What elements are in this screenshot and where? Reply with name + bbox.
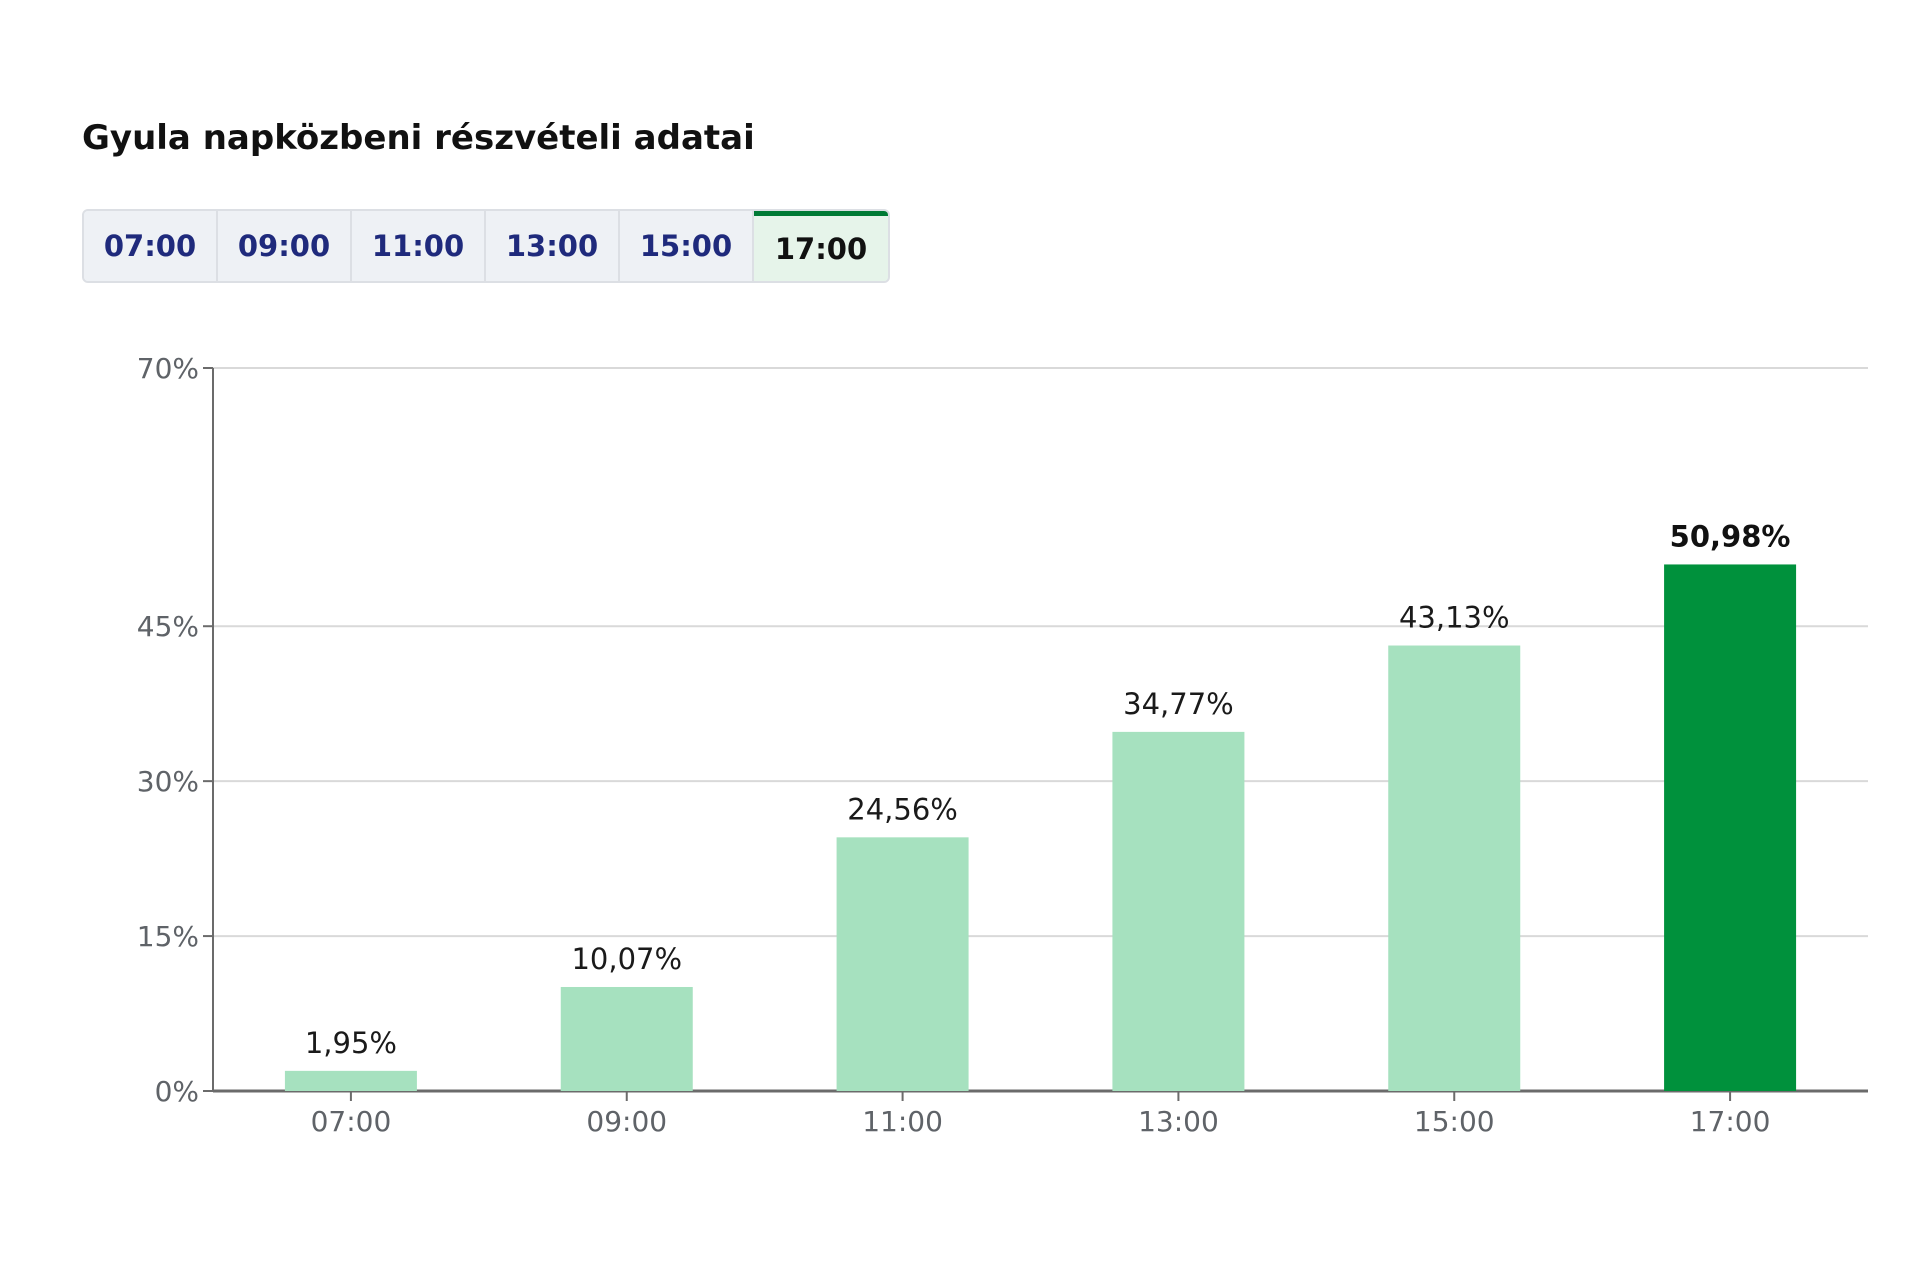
data-label: 50,98% <box>1670 519 1791 553</box>
bar <box>836 837 969 1091</box>
tab-1300[interactable]: 13:00 <box>486 211 620 281</box>
data-label: 43,13% <box>1399 601 1510 635</box>
x-tick-label: 15:00 <box>1414 1105 1495 1138</box>
bar <box>284 1070 417 1091</box>
tab-1500[interactable]: 15:00 <box>620 211 754 281</box>
x-tick-label: 07:00 <box>311 1105 392 1138</box>
bar <box>1664 564 1797 1091</box>
tab-1700[interactable]: 17:00 <box>754 211 888 281</box>
tab-0900[interactable]: 09:00 <box>218 211 352 281</box>
bar <box>560 986 693 1091</box>
x-tick-label: 17:00 <box>1690 1105 1771 1138</box>
bar <box>1388 645 1521 1091</box>
data-label: 10,07% <box>571 942 682 976</box>
y-tick-label: 70% <box>137 352 199 385</box>
tab-1100[interactable]: 11:00 <box>352 211 486 281</box>
data-label: 34,77% <box>1123 687 1234 721</box>
tab-0700[interactable]: 07:00 <box>84 211 218 281</box>
x-tick-label: 09:00 <box>586 1105 667 1138</box>
data-label: 1,95% <box>305 1026 397 1060</box>
y-tick-label: 30% <box>137 765 199 798</box>
x-tick-label: 13:00 <box>1138 1105 1219 1138</box>
y-tick-label: 0% <box>155 1075 199 1108</box>
page-title: Gyula napközbeni részvételi adatai <box>82 118 755 158</box>
x-tick-label: 11:00 <box>862 1105 943 1138</box>
y-tick-label: 15% <box>137 920 199 953</box>
time-tabs: 07:00 09:00 11:00 13:00 15:00 17:00 <box>82 209 890 283</box>
y-tick-label: 45% <box>137 610 199 643</box>
bar <box>1112 731 1245 1091</box>
data-label: 24,56% <box>847 792 958 826</box>
